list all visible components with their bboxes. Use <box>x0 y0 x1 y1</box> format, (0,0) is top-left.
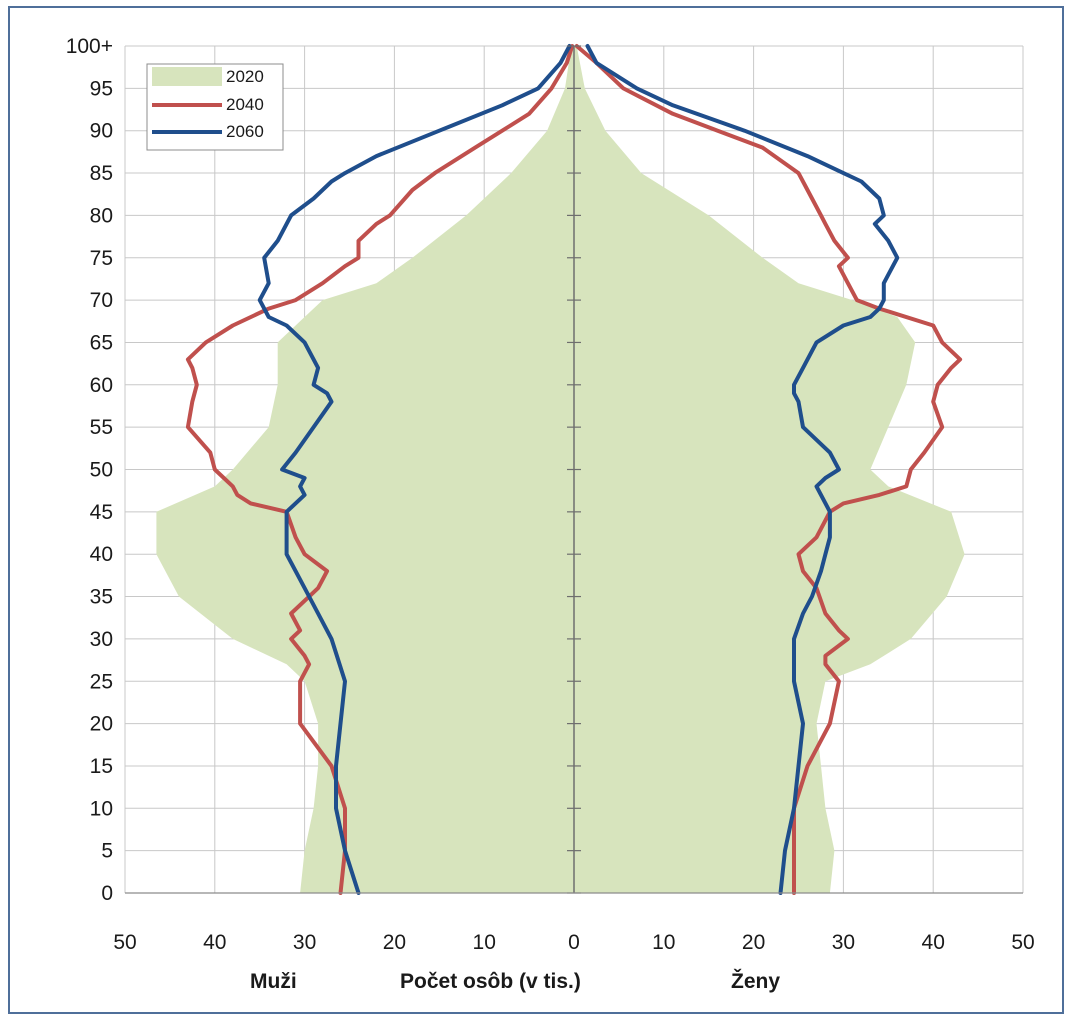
legend-label-2060: 2060 <box>226 122 264 141</box>
x-tick-label-1: 40 <box>203 931 226 954</box>
y-tick-label-15: 75 <box>90 247 113 270</box>
y-tick-label-13: 65 <box>90 331 113 354</box>
legend-label-2020: 2020 <box>226 67 264 86</box>
y-tick-label-16: 80 <box>90 204 113 227</box>
series-2020-area <box>156 46 965 893</box>
y-tick-label-1: 5 <box>101 840 113 863</box>
x-tick-label-5: 0 <box>568 931 580 954</box>
y-tick-label-19: 95 <box>90 77 113 100</box>
y-tick-label-3: 15 <box>90 755 113 778</box>
x-tick-label-6: 10 <box>652 931 675 954</box>
x-tick-label-7: 20 <box>742 931 765 954</box>
legend-label-2040: 2040 <box>226 95 264 114</box>
x-tick-label-0: 50 <box>113 931 136 954</box>
y-tick-label-5: 25 <box>90 670 113 693</box>
y-tick-label-12: 60 <box>90 374 113 397</box>
y-tick-label-20: 100+ <box>66 35 113 58</box>
y-tick-label-7: 35 <box>90 586 113 609</box>
series-2060-female-line <box>585 44 900 895</box>
x-tick-label-8: 30 <box>832 931 855 954</box>
y-tick-label-0: 0 <box>101 882 113 905</box>
y-tick-label-4: 20 <box>90 713 113 736</box>
axes: 50 40 30 20 10 0 10 20 30 40 50 0 5 10 15 20 25 30 35 40 45 5… <box>66 35 1035 954</box>
x-axis-title: Počet osôb (v tis.) <box>400 970 581 993</box>
y-tick-label-6: 30 <box>90 628 113 651</box>
x-label-female: Ženy <box>731 969 780 993</box>
series-layer <box>156 44 965 895</box>
series-2040-female-line <box>574 44 963 895</box>
y-tick-label-18: 90 <box>90 120 113 143</box>
x-tick-label-2: 30 <box>293 931 316 954</box>
y-tick-label-10: 50 <box>90 459 113 482</box>
y-tick-label-17: 85 <box>90 162 113 185</box>
x-tick-label-3: 20 <box>383 931 406 954</box>
y-tick-label-2: 10 <box>90 797 113 820</box>
x-tick-label-4: 10 <box>473 931 496 954</box>
y-tick-label-9: 45 <box>90 501 113 524</box>
legend-swatch-2020 <box>152 67 222 86</box>
series-2040-male-line <box>185 44 575 895</box>
x-tick-label-10: 50 <box>1011 931 1034 954</box>
series-2060-male-line <box>257 44 572 895</box>
y-tick-label-14: 70 <box>90 289 113 312</box>
y-tick-label-11: 55 <box>90 416 113 439</box>
x-label-male: Muži <box>250 970 297 993</box>
legend: 2020 2040 2060 <box>146 63 284 151</box>
y-tick-label-8: 40 <box>90 543 113 566</box>
x-tick-label-9: 40 <box>922 931 945 954</box>
